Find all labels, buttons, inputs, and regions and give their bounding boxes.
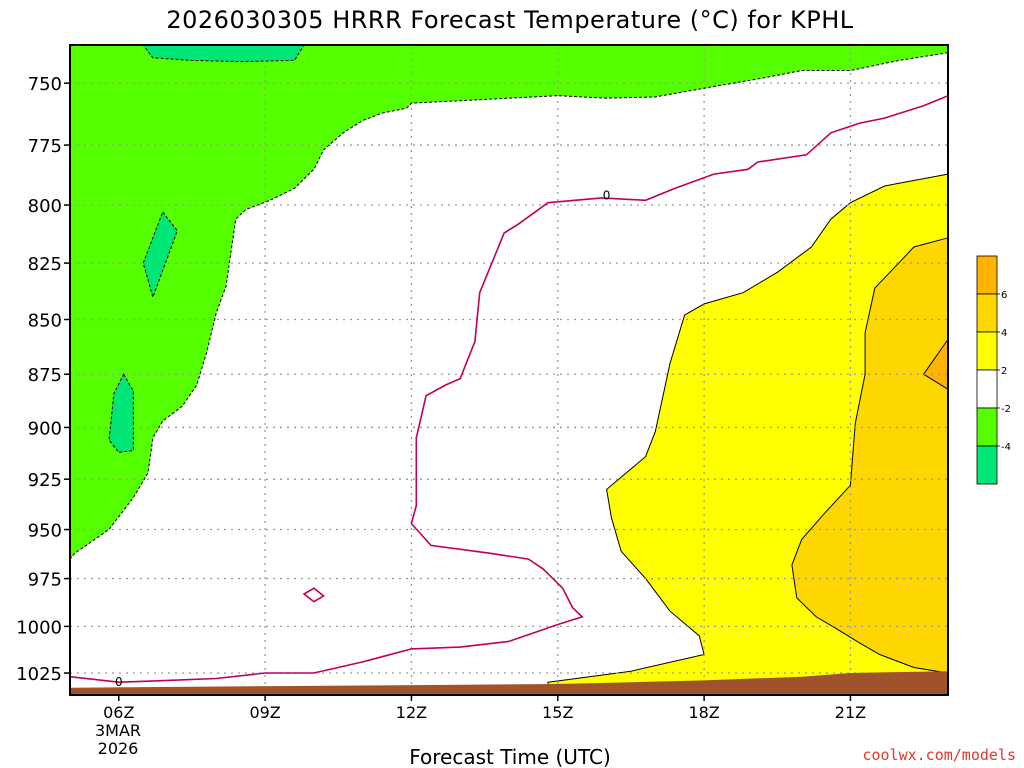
colorbar-tick-label: 2 bbox=[1001, 366, 1007, 377]
credit-text: coolwx.com/models bbox=[862, 746, 1016, 764]
date-label-day: 3MAR bbox=[95, 721, 141, 740]
contour-lines: 00 bbox=[69, 52, 949, 695]
y-tick-label: 775 bbox=[28, 136, 62, 157]
x-tick-label: 15Z bbox=[542, 703, 573, 722]
y-tick-label: 750 bbox=[28, 74, 62, 95]
x-axis-date-label: 3MAR 2026 bbox=[95, 721, 141, 758]
colorbar-segment bbox=[976, 445, 998, 485]
y-tick-label: 825 bbox=[28, 254, 62, 275]
colorbar-segment bbox=[976, 331, 998, 371]
y-tick-label: 975 bbox=[28, 570, 62, 591]
y-tick-label: 950 bbox=[28, 521, 62, 542]
x-axis-label: Forecast Time (UTC) bbox=[409, 745, 611, 768]
y-tick-label: 1000 bbox=[16, 617, 62, 638]
contour-label: 0 bbox=[115, 675, 123, 689]
date-label-year: 2026 bbox=[98, 739, 139, 758]
y-tick-label: 800 bbox=[28, 196, 62, 217]
colorbar-segment bbox=[976, 407, 998, 447]
y-tick-label: 1025 bbox=[16, 664, 62, 685]
colorbar-tick-label: -2 bbox=[1001, 404, 1011, 415]
y-tick-label: 850 bbox=[28, 311, 62, 332]
x-tick-label: 18Z bbox=[688, 703, 719, 722]
cold-region-m4-b bbox=[108, 373, 134, 453]
plot-area bbox=[70, 44, 949, 696]
contour-line-zero bbox=[69, 94, 949, 684]
x-tick-label: 09Z bbox=[249, 703, 280, 722]
colorbar: 6 4 2 -2 -4 bbox=[976, 255, 1011, 485]
y-tick-label: 900 bbox=[28, 418, 62, 439]
y-axis-ticks: 750 775 800 825 850 875 900 925 950 975 1000 1025 bbox=[16, 74, 70, 685]
contour-label: 0 bbox=[603, 189, 611, 203]
colorbar-tick-label: 4 bbox=[1001, 328, 1007, 339]
colorbar-segment bbox=[976, 255, 998, 295]
cold-region-m2 bbox=[70, 45, 948, 560]
y-tick-label: 875 bbox=[28, 365, 62, 386]
colorbar-tick-label: 6 bbox=[1001, 290, 1007, 301]
warm-region-4 bbox=[791, 237, 949, 674]
cold-region-m4-a bbox=[142, 211, 178, 299]
x-tick-label: 21Z bbox=[835, 703, 866, 722]
colorbar-segment bbox=[976, 293, 998, 333]
contour-line-zero-small bbox=[302, 587, 326, 603]
x-tick-label: 12Z bbox=[396, 703, 427, 722]
contour-line-m2 bbox=[69, 52, 949, 560]
x-axis-ticks: 06Z 09Z 12Z 15Z 18Z 21Z bbox=[103, 695, 866, 722]
ground-surface bbox=[70, 671, 948, 695]
chart-title: 2026030305 HRRR Forecast Temperature (°C… bbox=[166, 6, 853, 34]
colorbar-tick-label: -4 bbox=[1001, 442, 1011, 453]
x-tick-label: 06Z bbox=[103, 703, 134, 722]
cold-region-m4-top bbox=[142, 44, 306, 63]
plot-frame bbox=[69, 44, 949, 696]
colorbar-segment bbox=[976, 369, 998, 409]
y-tick-label: 925 bbox=[28, 470, 62, 491]
